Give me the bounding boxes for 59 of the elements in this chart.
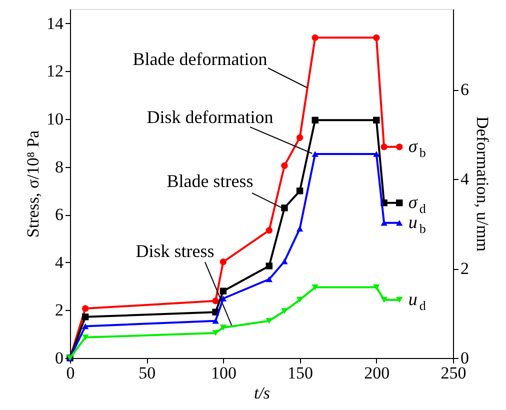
y-tick-label: 6 xyxy=(55,205,64,224)
point xyxy=(220,258,227,266)
annotation: Disk deformation xyxy=(146,107,274,127)
y-axis-title: Stress, σ/10⁸ Pa xyxy=(24,130,42,238)
y-tick-label: 12 xyxy=(46,62,64,81)
point xyxy=(396,220,403,226)
point xyxy=(82,334,89,340)
point xyxy=(312,34,318,42)
point xyxy=(82,323,89,330)
x-tick-label: 150 xyxy=(288,364,314,382)
annotation: Disk stress xyxy=(136,241,214,261)
point xyxy=(212,298,219,304)
point xyxy=(296,226,304,232)
y-tick-label: 4 xyxy=(55,252,64,272)
point xyxy=(82,314,89,320)
point xyxy=(373,284,380,290)
point xyxy=(396,200,403,206)
point xyxy=(281,204,288,212)
x-tick-label: 200 xyxy=(364,364,390,382)
x-tick-label: 50 xyxy=(138,364,156,382)
point xyxy=(396,296,403,303)
point xyxy=(312,284,318,290)
annotation: Blade deformation xyxy=(132,49,268,69)
y-tick-label: 2 xyxy=(55,300,64,320)
point xyxy=(220,296,227,302)
point xyxy=(312,116,318,124)
x-tick-label: 100 xyxy=(210,364,236,382)
y-tick-label: 0 xyxy=(55,348,64,368)
point xyxy=(296,134,304,141)
y-tick-label: 10 xyxy=(46,109,64,128)
point xyxy=(266,262,273,270)
y2-axis-title: Deformation, u/mm xyxy=(473,116,492,252)
point xyxy=(266,227,273,234)
point xyxy=(373,151,380,157)
point xyxy=(281,162,288,169)
point xyxy=(281,308,288,314)
point xyxy=(281,258,288,264)
point xyxy=(380,144,388,150)
point xyxy=(312,151,318,157)
annotation: Blade stress xyxy=(166,171,254,191)
point xyxy=(212,318,219,324)
y-tick-label: 14 xyxy=(46,14,64,33)
point xyxy=(82,305,89,312)
x-axis-title: t/s xyxy=(254,384,270,402)
point xyxy=(373,34,380,42)
point xyxy=(296,188,304,194)
point xyxy=(380,220,388,226)
y-tick-label: 8 xyxy=(55,157,64,176)
point xyxy=(380,296,388,303)
point xyxy=(266,318,273,324)
y2-tick-label: 4 xyxy=(460,170,470,189)
y2-tick-label: 2 xyxy=(460,259,469,278)
point xyxy=(396,144,403,150)
point xyxy=(220,288,227,294)
point xyxy=(212,330,219,336)
point xyxy=(266,276,273,282)
y2-tick-label: 6 xyxy=(460,80,469,100)
point xyxy=(373,116,380,124)
point xyxy=(220,324,227,330)
